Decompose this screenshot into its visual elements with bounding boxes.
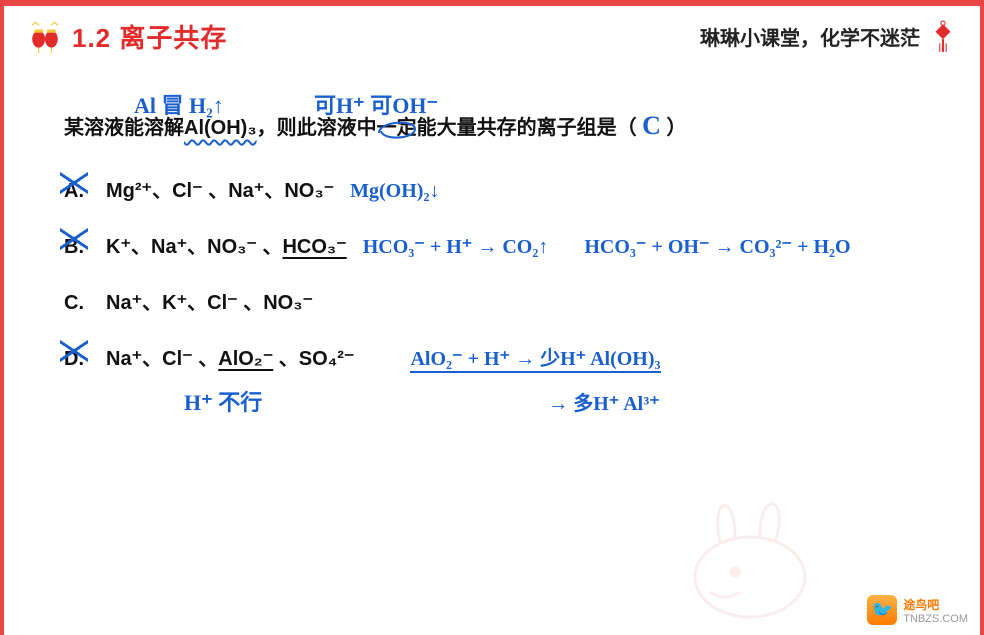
option-d-text: Na⁺、Cl⁻ 、AlO₂⁻ 、SO₄²⁻ [106,340,354,378]
answer-letter: C [642,111,661,140]
option-b-note2: HCO₃⁻ + OH⁻ → CO₃²⁻ + H₂O [584,228,850,266]
q-middle: ，则此溶液中 [257,117,377,139]
tagline: 琳琳小课堂，化学不迷茫 [700,22,920,51]
option-c-row: C. Na⁺、K⁺、Cl⁻ 、NO₃⁻ [64,284,944,322]
option-d-post: 、SO₄²⁻ [273,348,354,370]
section-number: 1.2 [72,23,111,53]
chinese-knot-icon [926,20,960,54]
hand-note-al: Al 冒 H₂↑ [134,88,224,120]
option-d-mid: AlO₂⁻ [218,348,273,370]
q-prefix: 某溶液能溶解 [64,117,184,139]
q-suffix: 能大量共存的离子组是（ [417,117,637,139]
option-b-note1: HCO₃⁻ + H⁺ → CO₂↑ [363,228,549,266]
option-d-note1: AlO₂⁻ + H⁺ → 少H⁺ Al(OH)₃ [410,340,660,378]
q-close: ） [666,117,686,139]
watermark-text: 途鸟吧 TNBZS.COM [903,596,968,625]
title-right: 琳琳小课堂，化学不迷茫 [700,20,960,54]
option-d-pre: Na⁺、Cl⁻ 、 [106,348,218,370]
option-d-row: D. Na⁺、Cl⁻ 、AlO₂⁻ 、SO₄²⁻ AlO₂⁻ + H⁺ → 少H… [64,340,944,378]
title-left: 1.2 离子共存 [28,18,227,55]
option-a-text: Mg²⁺、Cl⁻ 、Na⁺、NO₃⁻ [106,172,334,210]
section-name: 离子共存 [119,23,227,53]
lantern-icon [28,20,62,54]
scribble-mark-icon [375,113,421,143]
site-watermark: 🐦 途鸟吧 TNBZS.COM [867,595,968,625]
bunny-watermark-icon [640,477,840,627]
q-formula: Al(OH)₃ [184,117,257,139]
section-title: 1.2 离子共存 [72,18,227,55]
watermark-brand: 途鸟吧 [903,598,939,612]
option-d-note2: → 多H⁺ Al³⁺ [548,385,660,423]
option-c-letter: C. [64,284,90,322]
watermark-url: TNBZS.COM [903,613,968,625]
option-d-subrow: H⁺ 不行 → 多H⁺ Al³⁺ [184,382,944,424]
option-a-row: A. Mg²⁺、Cl⁻ 、Na⁺、NO₃⁻ Mg(OH)₂↓ [64,172,944,210]
option-b-row: B. K⁺、Na⁺、NO₃⁻ 、HCO₃⁻ HCO₃⁻ + H⁺ → CO₂↑ … [64,228,944,266]
option-a-note: Mg(OH)₂↓ [350,172,439,210]
bird-icon: 🐦 [867,595,897,625]
option-b-text: K⁺、Na⁺、NO₃⁻ 、HCO₃⁻ [106,228,347,266]
option-d-below: H⁺ 不行 [184,382,262,424]
option-b-letter: B. [64,228,90,266]
option-d-letter: D. [64,340,90,378]
option-c-text: Na⁺、K⁺、Cl⁻ 、NO₃⁻ [106,284,313,322]
option-a-letter: A. [64,172,90,210]
header-bar: 1.2 离子共存 琳琳小课堂，化学不迷茫 [4,6,980,59]
option-d-note1-text: AlO₂⁻ + H⁺ → 少H⁺ Al(OH)₃ [410,348,660,373]
